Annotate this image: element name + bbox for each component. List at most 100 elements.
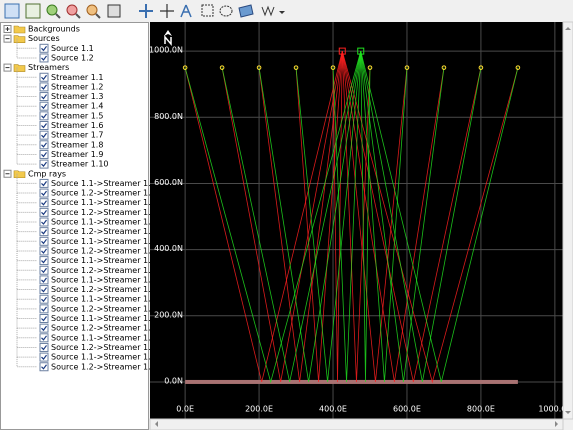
checkmark [41, 248, 47, 254]
y-tick-label: 600.0N [154, 178, 183, 187]
tree-line [16, 115, 37, 126]
checkbox[interactable] [39, 285, 49, 295]
tree-line [16, 337, 37, 348]
tree-label: Source 1.1->Streamer 1.4 [51, 237, 156, 246]
streamer [367, 65, 373, 70]
tree-label: Source 1.1->Streamer 1.3 [51, 218, 156, 227]
ray [360, 51, 408, 382]
tree-label: Streamer 1.6 [51, 121, 103, 130]
tree-label: Source 1.1->Streamer 1.8 [51, 314, 156, 323]
source [357, 47, 365, 55]
x-tick-label: 800.0E [467, 405, 495, 414]
ray [341, 51, 445, 383]
checkmark [41, 316, 47, 322]
checkmark [41, 209, 47, 216]
tree-label: Source 1.2->Streamer 1.1 [51, 189, 156, 198]
checkbox[interactable] [39, 111, 49, 121]
checkmark [41, 74, 47, 81]
tree-label: Source 1.2->Streamer 1.5 [51, 266, 156, 275]
checkbox[interactable] [39, 178, 49, 188]
checkbox[interactable] [39, 53, 49, 63]
checkbox[interactable] [39, 82, 49, 92]
checkmark [41, 325, 47, 332]
tree-line [16, 328, 37, 339]
tree-label: Source 1.1 [51, 44, 94, 53]
checkbox[interactable] [39, 236, 49, 246]
checkbox[interactable] [39, 246, 49, 256]
checkmark [41, 152, 47, 158]
checkmark [41, 123, 47, 129]
tree-line [16, 183, 37, 194]
checkmark [41, 238, 47, 245]
toolbar [0, 0, 573, 22]
checkbox[interactable] [39, 256, 49, 266]
checkbox[interactable] [39, 217, 49, 227]
x-tick-label: 1000.0E [538, 405, 571, 414]
tree-line [16, 357, 37, 368]
tree-line [16, 231, 37, 242]
tree-line [16, 318, 37, 329]
checkmark [41, 306, 47, 312]
checkbox[interactable] [39, 352, 49, 362]
checkbox[interactable] [39, 314, 49, 323]
checkbox[interactable] [39, 198, 49, 208]
checkbox[interactable] [39, 362, 49, 372]
checkbox[interactable] [39, 140, 49, 150]
checkmark [41, 277, 47, 283]
checkbox[interactable] [39, 333, 49, 343]
streamer [182, 65, 188, 70]
folder-icon [13, 170, 26, 179]
checkbox[interactable] [39, 188, 49, 198]
ray [360, 51, 371, 382]
tree-line [16, 241, 37, 252]
tree-label: Source 1.1->Streamer 1.1 [51, 179, 156, 188]
ray [360, 51, 482, 383]
tree-label: Source 1.2->Streamer 1.4 [51, 246, 156, 255]
checkbox[interactable] [39, 294, 49, 304]
tree-label: Streamer 1.9 [51, 150, 103, 159]
north-arrow [164, 30, 172, 47]
checkbox[interactable] [39, 159, 49, 169]
tree-line [16, 202, 37, 213]
tree-label: Streamer 1.2 [51, 82, 103, 91]
streamer [219, 65, 225, 70]
checkbox[interactable] [39, 342, 49, 352]
streamer [478, 65, 484, 70]
horizontal-scrollbar[interactable] [149, 418, 564, 430]
tree-line [16, 106, 37, 117]
checkbox[interactable] [39, 130, 49, 140]
checkbox[interactable] [39, 43, 49, 53]
tree-line [16, 77, 37, 88]
tree-label: Source 1.1->Streamer 1.9 [51, 333, 156, 342]
checkmark [41, 364, 47, 370]
tree-line [16, 135, 37, 146]
toolbar-icons[interactable] [4, 3, 285, 19]
checkbox[interactable] [39, 265, 49, 275]
checkmark [41, 161, 47, 168]
checkbox[interactable] [39, 207, 49, 217]
ray [332, 51, 362, 382]
checkbox[interactable] [39, 92, 49, 102]
tree-line [16, 222, 37, 233]
checkbox[interactable] [39, 101, 49, 111]
checkbox[interactable] [39, 72, 49, 82]
y-tick-label: 0.0N [164, 376, 183, 385]
checkmark [41, 335, 47, 341]
checkbox[interactable] [39, 227, 49, 237]
tree-label: Source 1.2->Streamer 1.7 [51, 304, 156, 313]
ray [184, 51, 362, 384]
checkbox[interactable] [39, 149, 49, 159]
ray [258, 51, 343, 382]
ray [295, 51, 362, 382]
vertical-scrollbar[interactable] [562, 21, 573, 420]
checkbox[interactable] [39, 121, 49, 130]
tree-label: Streamer 1.7 [51, 131, 103, 140]
tree-label: Source 1.2->Streamer 1.3 [51, 227, 156, 236]
checkbox[interactable] [39, 304, 49, 314]
checkbox[interactable] [39, 323, 49, 333]
tree-line [16, 270, 37, 281]
checkbox[interactable] [39, 275, 49, 285]
checkmark [41, 181, 47, 187]
x-tick-label: 600.0E [393, 405, 421, 414]
